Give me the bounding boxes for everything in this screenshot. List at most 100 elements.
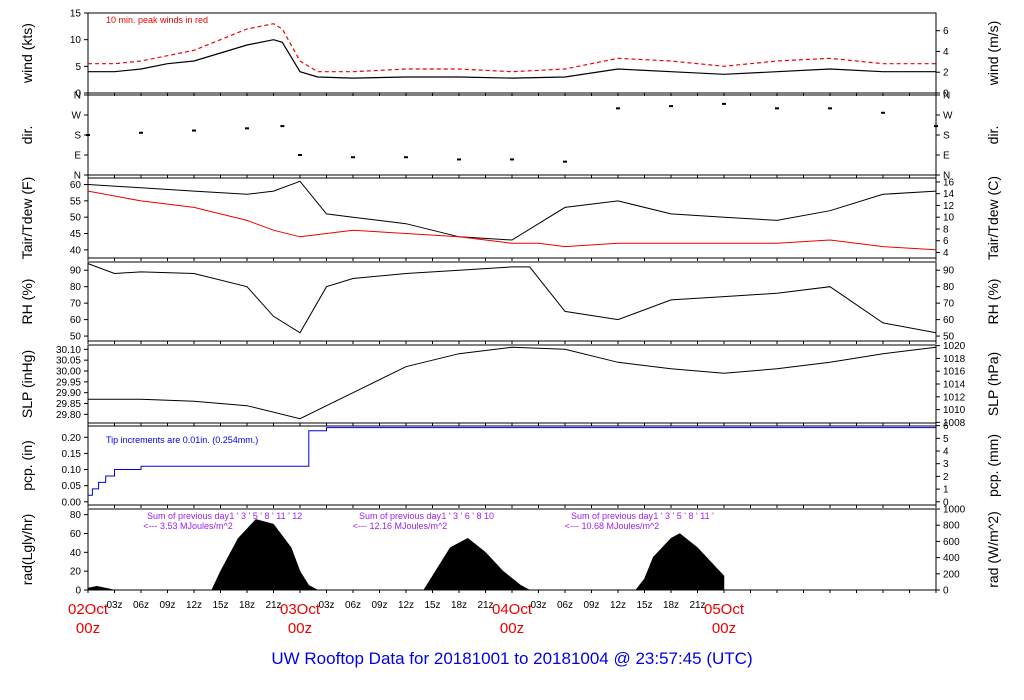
y-tick-label-right: 50 — [943, 332, 955, 343]
y-tick-label-left: 60 — [70, 180, 82, 191]
y-tick-label-left: 40 — [70, 245, 82, 256]
y-tick-label-right: 8 — [943, 224, 949, 235]
y-tick-label-left: 0.20 — [62, 433, 82, 444]
x-day-label: 02Oct — [68, 601, 109, 618]
y-tick-label-left: 55 — [70, 196, 82, 207]
y-tick-label-right: 1008 — [943, 418, 966, 429]
dir-point — [280, 125, 285, 128]
y-axis-label-right: rad (W/m^2) — [985, 511, 1001, 588]
y-tick-label-right: 4 — [943, 47, 949, 58]
panel-frame — [87, 344, 937, 424]
y-tick-label-left: 30.05 — [56, 356, 81, 367]
y-tick-label-left: E — [74, 151, 81, 162]
y-axis-label-left: pcp. (in) — [19, 440, 35, 491]
y-axis-label-left: wind (kts) — [19, 23, 35, 84]
rad-hour-marks: 1 ' 3 ' 6 ' 8 10 — [441, 511, 494, 521]
x-tick-label: 09z — [371, 600, 387, 611]
series-wind-mean — [88, 39, 936, 79]
y-tick-label-right: 60 — [943, 315, 955, 326]
y-tick-label-right: 3 — [943, 459, 949, 470]
panel-pcp: pcp. (in) pcp. (mm)0.000.050.100.150.2001… — [19, 421, 1001, 508]
y-axis-label-right: pcp. (mm) — [985, 434, 1001, 497]
pcp-annotation: Tip increments are 0.01in. (0.254mm.) — [106, 435, 258, 445]
y-tick-label-right: N — [943, 171, 950, 182]
dir-point — [86, 134, 90, 136]
y-axis-label-right: dir. — [985, 126, 1001, 145]
y-tick-label-left: 0 — [75, 89, 81, 100]
panel-frame — [87, 261, 937, 342]
y-tick-label-right: 1020 — [943, 341, 966, 352]
y-tick-label-right: 0 — [943, 497, 949, 508]
y-axis-label-right: RH (%) — [985, 279, 1001, 325]
y-tick-label-left: 70 — [70, 299, 82, 310]
series-wind-peak — [88, 23, 936, 73]
y-axis-label-right: Tair/Tdew (C) — [985, 176, 1001, 260]
y-tick-label-right: 4 — [943, 446, 949, 457]
y-tick-label-left: S — [74, 131, 81, 142]
y-tick-label-right: 4 — [943, 248, 949, 259]
y-tick-label-right: 70 — [943, 299, 955, 310]
dir-point — [404, 156, 408, 159]
y-tick-label-right: 80 — [943, 282, 955, 293]
x-day-time: 00z — [712, 620, 736, 637]
y-tick-label-right: 200 — [943, 569, 960, 580]
rad-day-note-sum: <--- 12.16 MJoules/m^2 — [353, 521, 448, 531]
rad-day-note-title: Sum of previous day — [147, 511, 230, 521]
dir-point — [192, 129, 196, 132]
footer-title: UW Rooftop Data for 20181001 to 20181004… — [271, 649, 753, 668]
y-tick-label-left: 30.10 — [56, 345, 81, 356]
dir-point — [563, 160, 567, 163]
y-tick-label-right: 1018 — [943, 354, 966, 365]
y-tick-label-left: 0 — [75, 586, 81, 597]
y-tick-label-left: 50 — [70, 213, 82, 224]
panel-rad: rad(Lgly/hr) rad (W/m^2)02040608002004006… — [19, 505, 1001, 597]
dir-point — [298, 154, 302, 156]
y-tick-label-left: 29.85 — [56, 399, 81, 410]
panel-frame — [87, 94, 937, 176]
dir-point — [139, 131, 143, 134]
y-tick-label-left: 80 — [70, 510, 82, 521]
y-axis-label-right: SLP (hPa) — [985, 352, 1001, 416]
y-tick-label-right: 2 — [943, 472, 949, 483]
x-tick-label: 09z — [159, 600, 175, 611]
y-tick-label-right: 12 — [943, 201, 955, 212]
x-day-time: 00z — [288, 620, 312, 637]
dir-point — [245, 127, 249, 130]
x-tick-label: 12z — [186, 600, 202, 611]
x-day-label: 04Oct — [492, 601, 533, 618]
dir-point — [775, 107, 779, 110]
y-tick-label-left: N — [74, 91, 81, 102]
dir-point — [722, 102, 726, 105]
dir-point — [669, 105, 673, 108]
panel-wind: wind (kts) wind (m/s) 0 5 10 15 0 2 4 6 10 min. pe… — [19, 9, 1001, 100]
y-axis-label-left: rad(Lgly/hr) — [19, 514, 35, 586]
y-tick-label-right: 1 — [943, 485, 949, 496]
x-tick-label: 15z — [424, 600, 440, 611]
dir-point — [934, 125, 938, 128]
x-tick-label: 18z — [451, 600, 467, 611]
panel-frame — [87, 177, 937, 259]
x-tick-label: 15z — [212, 600, 228, 611]
rad-day-note-title: Sum of previous day — [359, 511, 442, 521]
y-tick-label-right: 600 — [943, 537, 960, 548]
rad-day-note-title: Sum of previous day — [571, 511, 654, 521]
dir-point — [616, 107, 620, 110]
y-tick-label-left: 29.80 — [56, 410, 81, 421]
y-tick-label-right: S — [943, 131, 950, 142]
y-tick-label-right: 0 — [943, 89, 949, 100]
y-tick-label-left: 10 — [70, 35, 82, 46]
series-pcp — [88, 427, 936, 496]
series-slp — [88, 346, 937, 420]
x-axis: 03z 06z 09z 12z 15z 18z 21z 03z 06z 09z 12z 15z 18z 2… — [68, 600, 745, 637]
x-tick-label: 15z — [636, 600, 652, 611]
y-axis-label-left: dir. — [19, 126, 35, 145]
rad-day-note-sum: <--- 3.53 MJoules/m^2 — [143, 521, 233, 531]
panel-slp: SLP (inHg) SLP (hPa)29.8029.8529.9029.953… — [19, 341, 1001, 429]
dir-point — [881, 111, 885, 114]
panel-rh: RH (%) RH (%) 50 60 70 80 90 50 60 70 80 90 — [19, 261, 1001, 344]
y-tick-label-left: 30.00 — [56, 367, 81, 378]
dir-point — [457, 158, 461, 161]
dir-point — [828, 107, 832, 110]
